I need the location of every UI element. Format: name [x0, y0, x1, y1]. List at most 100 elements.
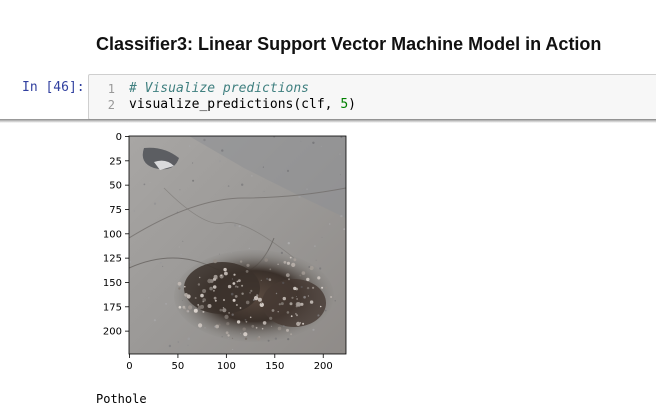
gravel-speck: [321, 286, 324, 289]
gravel-speck: [302, 322, 305, 325]
image-plot: 0 25 50 75 100 125 150 175 200 0 50 100 150 200: [103, 132, 347, 372]
gravel-speck: [226, 322, 230, 326]
code-line[interactable]: visualize_predictions(clf, 5): [129, 97, 356, 112]
asphalt-grain: [233, 224, 237, 227]
gravel-speck: [289, 302, 293, 306]
gravel-speck: [202, 298, 206, 302]
asphalt-grain: [314, 245, 316, 247]
gravel-speck: [264, 258, 268, 262]
asphalt-grain: [248, 247, 250, 250]
gravel-speck: [269, 268, 272, 271]
asphalt-grain: [188, 145, 191, 147]
cell-divider-shadow: [0, 119, 656, 123]
gravel-speck: [300, 302, 304, 306]
gravel-speck: [286, 311, 290, 314]
asphalt-grain: [271, 326, 273, 327]
asphalt-grain: [133, 210, 136, 212]
asphalt-grain: [143, 183, 146, 186]
line-number: 2: [107, 98, 115, 112]
gravel-speck: [312, 286, 315, 289]
gravel-speck: [220, 274, 222, 277]
gravel-speck: [246, 263, 250, 267]
gravel-speck: [251, 324, 255, 328]
gravel-speck: [202, 300, 204, 303]
asphalt-grain: [182, 240, 184, 242]
gravel-speck: [296, 314, 298, 317]
gravel-speck: [244, 337, 248, 340]
x-axis: 0 50 100 150 200: [126, 354, 333, 372]
asphalt-grain: [240, 332, 241, 334]
gravel-speck: [286, 261, 290, 265]
gravel-speck: [245, 300, 250, 305]
gravel-speck: [277, 311, 279, 313]
gravel-speck: [309, 300, 314, 304]
code-editor[interactable]: 1 2 # Visualize predictions visualize_pr…: [88, 74, 656, 120]
asphalt-grain: [274, 337, 277, 340]
gravel-speck: [178, 305, 182, 309]
code-line[interactable]: # Visualize predictions: [129, 81, 309, 96]
gravel-speck: [209, 286, 213, 291]
gravel-speck: [278, 303, 281, 306]
asphalt-grain: [334, 300, 336, 302]
gravel-speck: [178, 287, 181, 290]
gravel-speck: [235, 304, 238, 306]
input-prompt: In [46]:: [22, 80, 85, 95]
asphalt-grain: [192, 162, 194, 164]
asphalt-grain: [187, 337, 191, 341]
gravel-speck: [293, 286, 297, 291]
asphalt-grain: [182, 300, 183, 301]
gravel-speck: [290, 333, 293, 336]
asphalt-grain: [203, 138, 206, 142]
gravel-speck: [291, 296, 294, 299]
gravel-speck: [214, 299, 217, 302]
asphalt-grain: [287, 338, 290, 341]
asphalt-grain: [328, 223, 331, 225]
gravel-speck: [213, 259, 218, 264]
asphalt-grain: [340, 136, 343, 139]
asphalt-grain: [303, 295, 306, 299]
gravel-speck: [301, 271, 306, 275]
asphalt-grain: [321, 236, 323, 238]
y-tick-label: 200: [103, 327, 122, 338]
gravel-speck: [222, 308, 227, 313]
asphalt-grain: [296, 296, 297, 297]
asphalt-grain: [149, 181, 151, 183]
asphalt-patch: [129, 136, 346, 218]
gravel-speck: [227, 284, 232, 289]
gravel-speck: [283, 260, 287, 264]
asphalt-grain: [339, 153, 341, 155]
asphalt-grain: [162, 265, 164, 267]
gravel-speck: [296, 298, 298, 300]
asphalt-grain: [180, 253, 183, 256]
gravel-speck: [256, 294, 259, 297]
gravel-speck: [228, 312, 231, 314]
gravel-speck: [193, 308, 198, 313]
gravel-speck: [269, 316, 273, 320]
debris-highlight: [154, 160, 174, 170]
asphalt-grain: [275, 292, 278, 295]
asphalt-grain: [187, 344, 189, 346]
asphalt-grain: [153, 202, 157, 205]
asphalt-grain: [148, 297, 150, 299]
gravel-speck: [325, 286, 328, 289]
x-tick-label: 100: [217, 361, 236, 372]
gravel-speck: [222, 307, 225, 309]
gravel-speck: [295, 313, 297, 315]
asphalt-grain: [221, 149, 224, 152]
asphalt-grain: [262, 166, 264, 168]
line-number-gutter: 1 2: [89, 75, 119, 119]
gravel-speck: [250, 289, 253, 292]
asphalt-grain: [230, 252, 232, 254]
gravel-speck: [200, 293, 204, 298]
line-number: 1: [107, 82, 115, 96]
asphalt-grain: [286, 169, 290, 172]
asphalt-grain: [306, 188, 308, 190]
code-cell[interactable]: In [46]: 1 2 # Visualize predictions vis…: [0, 72, 656, 120]
asphalt-grain: [215, 194, 216, 196]
gravel-speck: [223, 267, 227, 272]
x-tick-label: 0: [126, 361, 132, 372]
pothole-road-photo: [129, 136, 346, 354]
gravel-speck: [213, 274, 218, 279]
gravel-speck: [260, 279, 262, 281]
gravel-speck: [288, 278, 290, 281]
